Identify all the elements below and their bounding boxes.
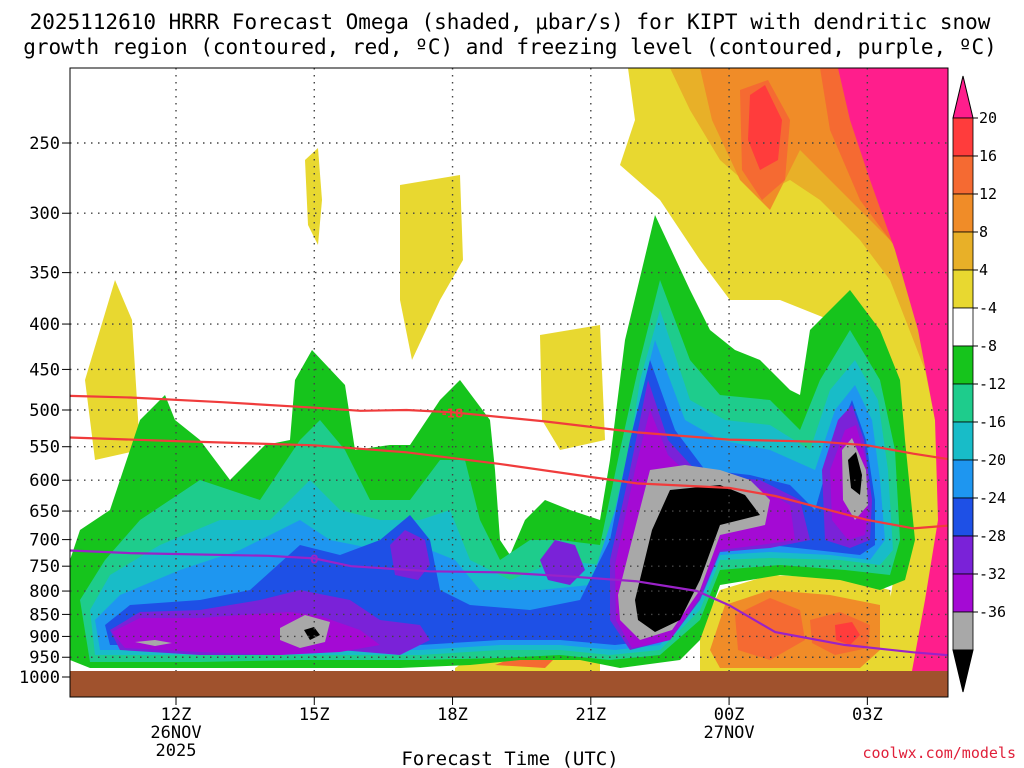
- y-tick-label: 1000: [19, 668, 60, 688]
- y-tick-label: 600: [29, 471, 60, 491]
- colorbar-label: -24: [979, 489, 1006, 507]
- x-tick-label: 15Z: [299, 705, 330, 725]
- colorbar-bottom-arrow: [952, 649, 974, 693]
- ground-strip: [70, 671, 948, 697]
- y-tick-label: 500: [29, 401, 60, 421]
- x-tick-date: 26NOV: [150, 723, 201, 743]
- colorbar-swatch: [952, 535, 974, 575]
- colorbar-swatch: [952, 193, 974, 233]
- colorbar-swatch: [952, 269, 974, 309]
- omega-shading: [70, 68, 948, 671]
- colorbar-swatch: [952, 117, 974, 157]
- y-tick-label: 300: [29, 204, 60, 224]
- contour-lines: -18 0: [70, 394, 948, 657]
- x-tick-label: 18Z: [437, 705, 468, 725]
- y-tick-label: 550: [29, 438, 60, 458]
- omega-fill-20: [748, 85, 782, 170]
- y-tick-label: 400: [29, 315, 60, 335]
- colorbar-label: -28: [979, 527, 1006, 545]
- x-tick-label: 00Z: [714, 705, 745, 725]
- grid: [70, 68, 948, 671]
- colorbar-swatch: [952, 155, 974, 195]
- colorbar-swatch: [952, 573, 974, 613]
- colorbar-swatch: [952, 611, 974, 651]
- y-tick-label: 850: [29, 605, 60, 625]
- colorbar-top-arrow: [952, 75, 974, 119]
- omega-fill-4b: [400, 175, 463, 360]
- colorbar-label: -8: [979, 337, 997, 355]
- colorbar-label: -4: [979, 299, 997, 317]
- omega-fill-neg24b: [390, 530, 430, 580]
- colorbar-label: -16: [979, 413, 1006, 431]
- omega-fill-neg32c: [135, 640, 172, 646]
- credit-link[interactable]: coolwx.com/models: [862, 744, 1016, 762]
- contour-label: 0: [310, 552, 318, 566]
- colorbar-label: 8: [979, 223, 988, 241]
- freezing-level-line: [70, 549, 948, 657]
- y-tick-label: 250: [29, 134, 60, 154]
- colorbar-label: -36: [979, 603, 1006, 621]
- contour-label: -18: [442, 406, 464, 420]
- colorbar-label: 20: [979, 109, 997, 127]
- colorbar-swatch: [952, 459, 974, 499]
- colorbar-swatch: [952, 345, 974, 385]
- y-tick-label: 950: [29, 648, 60, 668]
- colorbar-label: 4: [979, 261, 988, 279]
- omega-fill-neg24c: [540, 540, 585, 585]
- omega-fill-max: [838, 68, 948, 671]
- omega-fill-neg36: [635, 485, 760, 632]
- dgz-contour-line: [70, 394, 948, 461]
- y-tick-label: 450: [29, 360, 60, 380]
- y-tick-label: 900: [29, 627, 60, 647]
- y-tick-label: 750: [29, 557, 60, 577]
- y-tick-label: 700: [29, 531, 60, 551]
- dgz-contour-line: [70, 436, 948, 530]
- x-tick-label: 21Z: [575, 705, 606, 725]
- y-tick-label: 350: [29, 264, 60, 284]
- omega-fill-4e: [540, 325, 605, 450]
- colorbar: 20 16 12 8 4 -4 -8 -12 -16 -20 -24 -28 -32 -36: [952, 75, 1006, 693]
- colorbar-swatch: [952, 497, 974, 537]
- omega-fill-4c: [305, 148, 322, 245]
- colorbar-label: -12: [979, 375, 1006, 393]
- chart-title-line1: 2025112610 HRRR Forecast Omega (shaded, …: [30, 10, 991, 34]
- y-tick-label: 650: [29, 502, 60, 522]
- colorbar-swatch: [952, 383, 974, 423]
- omega-fill-neg36b: [848, 452, 862, 495]
- colorbar-swatch: [952, 421, 974, 461]
- colorbar-label: -20: [979, 451, 1006, 469]
- colorbar-label: 16: [979, 147, 997, 165]
- colorbar-swatch: [952, 231, 974, 271]
- x-tick-label: 12Z: [161, 705, 192, 725]
- y-tick-label: 800: [29, 582, 60, 602]
- y-axis: 2503003504004505005506006507007508008509…: [19, 134, 70, 688]
- colorbar-label: 12: [979, 185, 997, 203]
- colorbar-label: -32: [979, 565, 1006, 583]
- x-tick-label: 03Z: [852, 705, 883, 725]
- x-axis-label: Forecast Time (UTC): [401, 748, 618, 768]
- colorbar-swatch: [952, 307, 974, 347]
- x-tick-year: 2025: [156, 741, 197, 761]
- omega-fill-low-16: [835, 622, 860, 645]
- plot-frame: [69, 67, 949, 698]
- x-tick-date: 27NOV: [703, 723, 754, 743]
- chart-title-line2: growth region (contoured, red, ºC) and f…: [23, 35, 997, 59]
